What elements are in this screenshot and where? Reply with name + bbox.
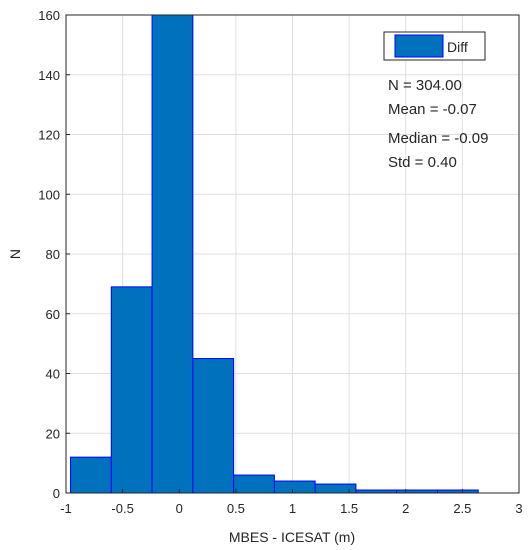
- annotation-mean: Mean = -0.07: [388, 101, 477, 118]
- legend: Diff: [383, 31, 486, 61]
- histogram-bar: [70, 456, 112, 494]
- histogram-bar: [192, 358, 235, 494]
- y-tick-label: 120: [38, 128, 60, 143]
- y-tick-label: 40: [46, 367, 60, 382]
- x-tick-label: 2.5: [453, 501, 471, 516]
- y-tick-label: 80: [46, 247, 60, 262]
- histogram-bar: [273, 480, 316, 494]
- x-tick-label: 1: [289, 501, 296, 516]
- legend-label: Diff: [447, 39, 468, 55]
- y-tick-label: 60: [46, 307, 60, 322]
- x-axis-ticks: -1 -0.5 0 0.5 1 1.5 2 2.5 3: [60, 489, 523, 516]
- x-tick-label: 3: [515, 501, 522, 516]
- y-axis-label: N: [7, 249, 23, 259]
- y-tick-label: 160: [38, 8, 60, 23]
- y-axis-ticks: 0 20 40 60 80 100 120 140 160: [38, 8, 70, 501]
- x-tick-label: -0.5: [111, 501, 133, 516]
- x-tick-label: 0.5: [227, 501, 245, 516]
- y-tick-label: 20: [46, 426, 60, 441]
- histogram-bar: [110, 286, 153, 494]
- annotation-n: N = 304.00: [388, 77, 462, 94]
- stats-annotations: N = 304.00 Mean = -0.07 Median = -0.09 S…: [388, 77, 488, 171]
- x-tick-label: 1.5: [340, 501, 358, 516]
- histogram-bar: [151, 14, 194, 494]
- histogram-bar: [233, 474, 275, 494]
- histogram-bar: [314, 483, 357, 494]
- legend-swatch: [394, 34, 444, 58]
- y-tick-label: 100: [38, 187, 60, 202]
- annotation-std: Std = 0.40: [388, 154, 457, 171]
- x-tick-label: 0: [176, 501, 183, 516]
- y-tick-label: 0: [53, 486, 60, 501]
- x-tick-label: 2: [402, 501, 409, 516]
- y-tick-label: 140: [38, 68, 60, 83]
- x-axis-label: MBES - ICESAT (m): [229, 529, 355, 545]
- bars: [70, 14, 479, 494]
- annotation-median: Median = -0.09: [388, 130, 488, 147]
- x-tick-label: -1: [60, 501, 72, 516]
